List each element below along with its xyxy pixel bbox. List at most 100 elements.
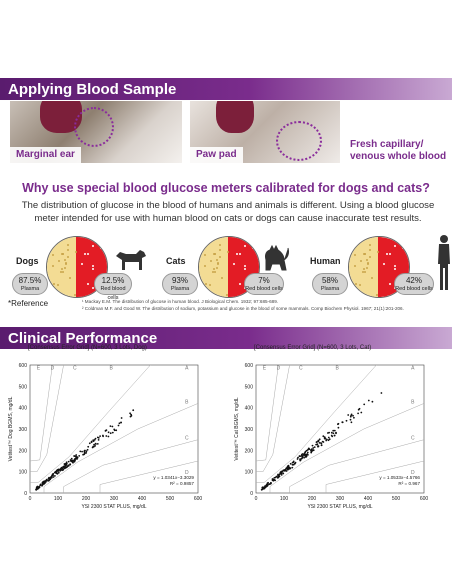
data-point — [327, 439, 330, 442]
data-point — [64, 464, 67, 467]
glucose-dot — [369, 255, 372, 258]
glucose-dot — [52, 253, 55, 256]
cell-dot — [393, 267, 396, 270]
cell-dot — [83, 252, 86, 255]
zone-label: E — [263, 365, 267, 371]
cell-dot — [244, 264, 247, 267]
data-point — [52, 476, 55, 478]
data-point — [266, 482, 269, 485]
y-tick-label: 200 — [245, 448, 254, 454]
data-point — [48, 479, 50, 482]
data-point — [335, 431, 337, 434]
x-axis-label: YSI 2300 STAT PLUS, mg/dL — [81, 504, 146, 510]
data-point — [96, 443, 99, 445]
x-tick-label: 300 — [110, 496, 119, 502]
cell-dot — [257, 258, 259, 261]
glucose-dot — [217, 262, 220, 265]
data-point — [55, 469, 58, 472]
data-point — [280, 471, 283, 474]
cat-silhouette-icon — [265, 244, 289, 271]
glucose-dot — [60, 270, 63, 273]
zone-boundary — [256, 364, 290, 472]
reference-label: *Reference — [8, 299, 49, 308]
cell-dot — [383, 263, 386, 266]
cell-dot — [394, 245, 397, 248]
data-point — [307, 448, 309, 451]
x-tick-label: 400 — [138, 496, 147, 502]
cell-dot — [252, 247, 255, 250]
cell-dot — [385, 252, 388, 255]
glucose-dot — [66, 244, 69, 247]
data-point — [73, 455, 75, 457]
glucose-dot — [226, 250, 229, 253]
glucose-dot — [212, 268, 215, 271]
data-point — [57, 468, 59, 471]
data-point — [280, 474, 283, 476]
data-point — [357, 412, 359, 415]
glucose-dot — [221, 276, 224, 279]
data-point — [320, 444, 323, 447]
data-point — [306, 451, 309, 454]
cell-dot — [243, 267, 246, 270]
data-point — [270, 481, 272, 484]
data-point — [70, 459, 72, 462]
glucose-dot — [376, 294, 379, 297]
dog-silhouette-icon — [116, 250, 146, 270]
glucose-dot — [69, 276, 72, 279]
glucose-dot — [219, 248, 222, 251]
glucose-dot — [214, 271, 217, 274]
section-header-clinical: Clinical Performance — [0, 327, 452, 349]
cell-dot — [103, 294, 106, 297]
data-point — [37, 487, 39, 490]
glucose-dot — [203, 291, 206, 294]
data-point — [76, 456, 79, 459]
rbc-label: Red blood cells — [245, 286, 283, 292]
data-point — [291, 461, 294, 464]
data-point — [50, 476, 53, 479]
cell-dot — [81, 263, 84, 266]
data-point — [349, 418, 352, 421]
data-point — [318, 442, 321, 444]
data-point — [304, 451, 306, 454]
data-point — [327, 436, 330, 439]
distribution-cats: Cats 93% Plasma 7% Red blood cells — [158, 236, 298, 298]
data-point — [297, 456, 299, 459]
data-point — [54, 471, 57, 474]
y-tick-label: 600 — [245, 363, 254, 369]
glucose-dot — [212, 270, 215, 273]
photo-marginal-ear: Marginal ear — [10, 101, 182, 163]
rbc-pill: 7% Red blood cells — [244, 273, 284, 295]
x-tick-label: 600 — [420, 496, 429, 502]
zone-label: A — [185, 365, 189, 371]
data-point — [36, 485, 39, 488]
zone-label: B — [110, 365, 114, 371]
data-point — [107, 435, 110, 438]
data-point — [96, 436, 99, 439]
reference-block: *Reference ¹ Mackay E.M. The distributio… — [8, 299, 448, 311]
data-point — [294, 462, 296, 465]
data-point — [69, 463, 71, 466]
data-point — [44, 480, 47, 483]
data-point — [300, 457, 303, 460]
distribution-dogs: Dogs 87.5% Plasma 12.5% Red blood cells — [6, 236, 146, 301]
data-point — [95, 443, 97, 445]
data-point — [94, 437, 97, 440]
glucose-dot — [207, 289, 210, 292]
data-point — [67, 465, 70, 467]
data-point — [75, 455, 77, 458]
data-point — [62, 465, 65, 468]
glucose-dot — [203, 289, 206, 292]
data-point — [118, 422, 121, 425]
data-point — [287, 468, 289, 471]
data-point — [277, 476, 280, 479]
data-point — [47, 477, 50, 480]
data-point — [307, 447, 310, 450]
plasma-pct: 93% — [171, 276, 188, 285]
glucose-dot — [365, 258, 368, 261]
data-point — [347, 414, 350, 416]
chart-title: [Consensus Error Grid] (N=600, 3 Lots, D… — [28, 345, 147, 351]
data-point — [326, 438, 328, 441]
rbc-pct: 42% — [405, 276, 422, 285]
data-point — [90, 441, 93, 444]
data-point — [332, 432, 335, 435]
